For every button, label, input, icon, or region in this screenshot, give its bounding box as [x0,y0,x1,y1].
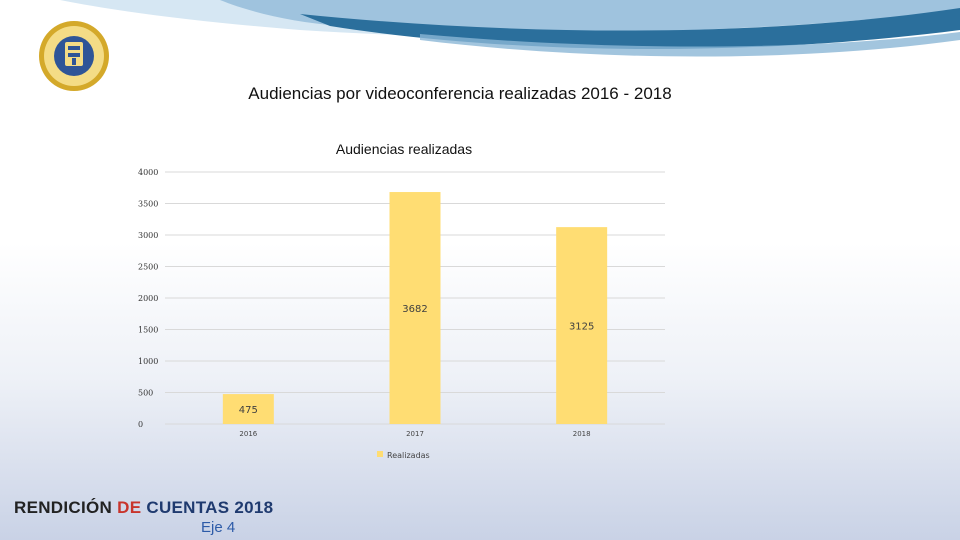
y-tick-label: 0 [138,420,143,429]
y-tick-label: 2500 [138,263,158,272]
court-seal-logo [39,21,109,91]
y-tick-label: 1000 [138,357,158,366]
y-tick-label: 3500 [138,200,158,209]
footer-word-de: DE [117,498,142,517]
footer-word-rendicion: RENDICIÓN [14,498,113,517]
y-tick-label: 1500 [138,326,158,335]
bar-2018 [556,227,608,424]
axis-subtitle: Eje 4 [201,519,236,536]
x-tick-label: 2016 [239,430,257,438]
y-tick-label: 500 [138,389,153,398]
y-tick-label: 2000 [138,294,158,303]
x-tick-label: 2018 [573,430,591,438]
bar-2017 [389,192,441,424]
chart-title: Audiencias realizadas [336,141,472,157]
bar-2016 [222,394,274,424]
x-tick-label: 2017 [406,430,424,438]
data-label: 3125 [569,322,594,333]
slide-title: Audiencias por videoconferencia realizad… [248,84,672,103]
data-label: 3682 [402,304,427,315]
footer-report-title: RENDICIÓN DE CUENTAS 2018 [14,498,273,518]
y-tick-label: 3000 [138,231,158,240]
legend-label: Realizadas [387,451,430,460]
header-swoosh [60,0,960,57]
y-tick-label: 4000 [138,168,158,177]
legend-swatch [377,451,383,457]
data-label: 475 [239,405,258,416]
footer-word-cuentas: CUENTAS 2018 [146,498,274,517]
